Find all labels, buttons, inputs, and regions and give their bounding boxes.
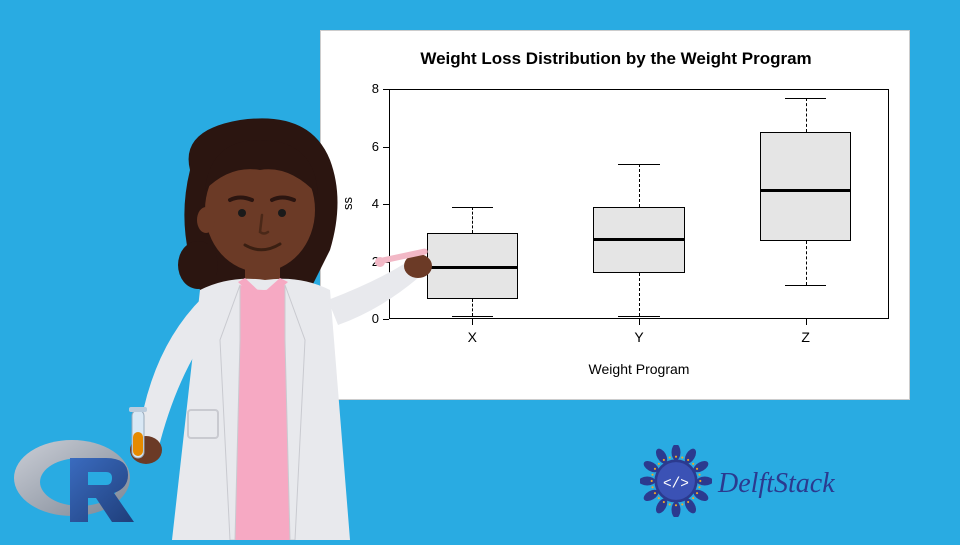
svg-text:</>: </> [663, 476, 689, 492]
x-tick-mark [472, 319, 473, 325]
x-tick-mark [806, 319, 807, 325]
boxplot-box [760, 132, 852, 241]
boxplot-whisker [806, 241, 807, 284]
boxplot-cap [452, 207, 493, 208]
boxplot-cap [618, 316, 659, 317]
chart-title: Weight Loss Distribution by the Weight P… [321, 49, 911, 69]
x-tick-label: Z [786, 329, 826, 345]
boxplot-whisker [472, 299, 473, 316]
boxplot-cap [785, 98, 826, 99]
y-tick-label: 8 [359, 81, 379, 96]
boxplot-cap [618, 164, 659, 165]
boxplot-cap [785, 285, 826, 286]
boxplot-whisker [639, 273, 640, 316]
boxplot-whisker [472, 207, 473, 233]
x-tick-label: X [452, 329, 492, 345]
delftstack-text: DelftStack [718, 468, 835, 500]
boxplot-whisker [806, 98, 807, 133]
boxplot-cap [452, 316, 493, 317]
boxplot-median [593, 238, 685, 241]
r-logo-icon [10, 430, 140, 530]
x-axis-label: Weight Program [389, 361, 889, 377]
x-tick-mark [639, 319, 640, 325]
x-tick-label: Y [619, 329, 659, 345]
boxplot-median [427, 266, 519, 269]
delftstack-logo: </> DelftStack [640, 445, 835, 522]
boxplot-median [760, 189, 852, 192]
y-tick-mark [383, 89, 389, 90]
delftstack-emblem-icon: </> [640, 445, 712, 522]
boxplot-whisker [639, 164, 640, 207]
